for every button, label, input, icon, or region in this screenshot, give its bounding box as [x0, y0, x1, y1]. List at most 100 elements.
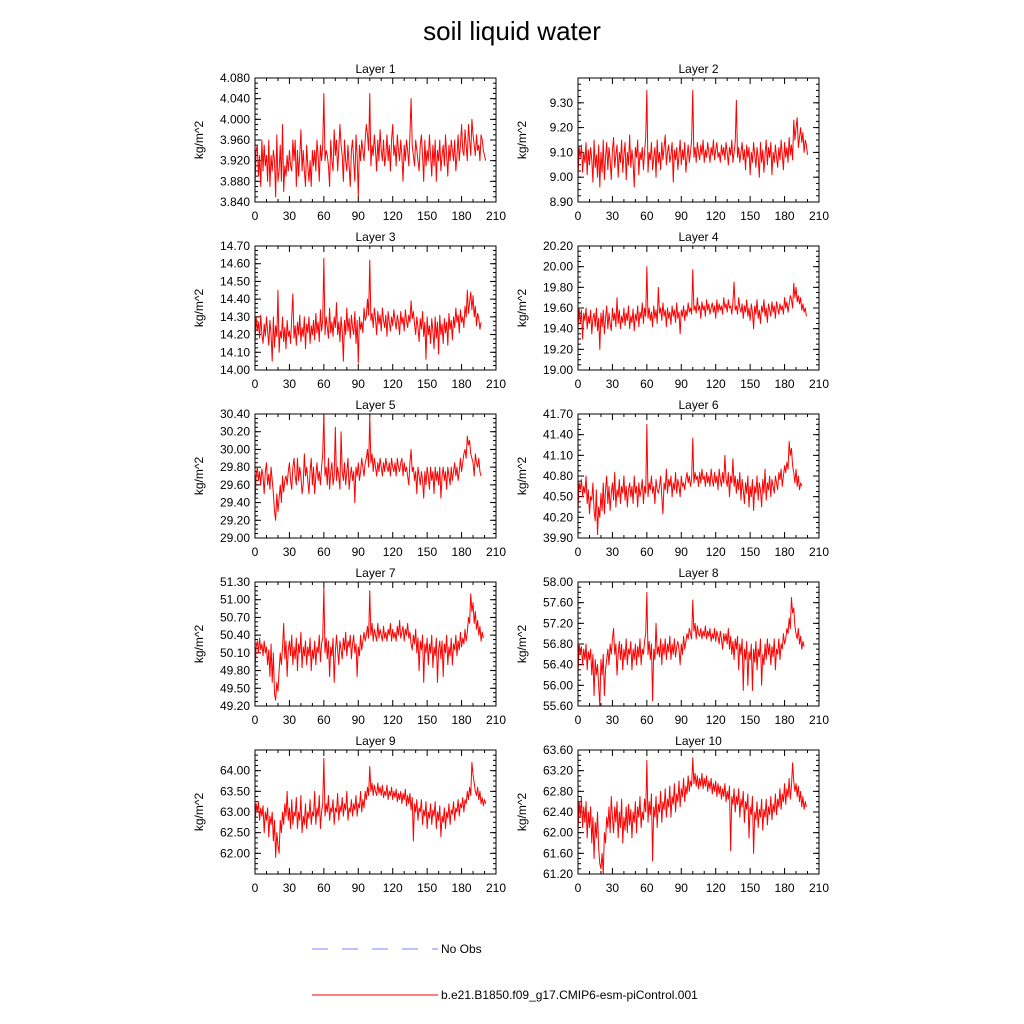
y-tick-label: 57.60 — [543, 596, 573, 610]
x-tick-label: 0 — [575, 713, 582, 727]
x-tick-label: 30 — [283, 377, 297, 391]
x-tick-label: 150 — [417, 545, 437, 559]
x-tick-label: 120 — [706, 713, 726, 727]
y-axis-label: kg/m^2 — [515, 793, 529, 832]
y-tick-label: 4.080 — [220, 71, 250, 85]
x-tick-label: 30 — [283, 545, 297, 559]
series-line — [577, 266, 807, 350]
legend-label: No Obs — [441, 942, 482, 956]
x-tick-label: 210 — [486, 545, 506, 559]
x-tick-label: 30 — [606, 713, 620, 727]
y-tick-label: 41.70 — [543, 407, 573, 421]
plot-frame — [577, 245, 820, 371]
panel-layer-3: Layer 3 kg/m^2 0 30 60 90 120 150 180 210 14.00 14.… — [192, 230, 506, 391]
y-tick-label: 49.50 — [220, 681, 250, 695]
y-tick-label: 55.60 — [543, 699, 573, 713]
y-tick-label: 61.60 — [543, 846, 573, 860]
y-tick-label: 14.40 — [220, 292, 250, 306]
plot-frame — [577, 581, 820, 707]
plot-frame — [254, 77, 497, 203]
y-tick-label: 9.20 — [550, 121, 574, 135]
x-tick-label: 90 — [675, 209, 689, 223]
x-tick-label: 180 — [775, 881, 795, 895]
x-tick-label: 30 — [606, 545, 620, 559]
x-tick-label: 120 — [706, 545, 726, 559]
x-tick-label: 180 — [452, 209, 472, 223]
y-tick-label: 62.00 — [543, 826, 573, 840]
y-tick-label: 30.20 — [220, 425, 250, 439]
x-tick-label: 180 — [452, 881, 472, 895]
panel-layer-7: Layer 7 kg/m^2 0 30 60 90 120 150 180 210 49.20 49.… — [192, 566, 506, 727]
x-tick-label: 210 — [809, 881, 829, 895]
series-line — [577, 757, 807, 875]
plot-frame — [577, 413, 820, 539]
x-tick-label: 0 — [575, 545, 582, 559]
y-tick-label: 19.20 — [543, 342, 573, 356]
figure-title: soil liquid water — [423, 16, 601, 46]
x-tick-label: 210 — [486, 881, 506, 895]
x-tick-label: 90 — [352, 713, 366, 727]
x-tick-label: 0 — [252, 377, 259, 391]
x-tick-label: 90 — [352, 545, 366, 559]
y-tick-label: 41.40 — [543, 428, 573, 442]
y-tick-label: 40.20 — [543, 510, 573, 524]
y-tick-label: 58.00 — [543, 575, 573, 589]
series-line — [254, 413, 482, 521]
x-tick-label: 120 — [383, 545, 403, 559]
y-tick-label: 56.40 — [543, 658, 573, 672]
plot-frame — [577, 77, 820, 203]
x-tick-label: 30 — [283, 209, 297, 223]
x-tick-label: 150 — [740, 377, 760, 391]
x-tick-label: 90 — [352, 209, 366, 223]
y-axis-label: kg/m^2 — [515, 121, 529, 160]
y-tick-label: 57.20 — [543, 616, 573, 630]
legend-label: b.e21.B1850.f09_g17.CMIP6-esm-piControl.… — [441, 988, 698, 1002]
x-tick-label: 180 — [452, 545, 472, 559]
x-tick-label: 150 — [740, 713, 760, 727]
panel-title: Layer 7 — [355, 566, 395, 580]
y-tick-label: 30.40 — [220, 407, 250, 421]
y-tick-label: 49.20 — [220, 699, 250, 713]
y-tick-label: 64.00 — [220, 764, 250, 778]
y-tick-label: 3.920 — [220, 154, 250, 168]
y-tick-label: 19.00 — [543, 363, 573, 377]
panels-group: Layer 1 kg/m^2 0 30 60 90 120 150 180 210 3.840 3.8… — [192, 62, 829, 895]
x-tick-label: 150 — [417, 377, 437, 391]
y-tick-label: 29.00 — [220, 531, 250, 545]
x-tick-label: 210 — [809, 209, 829, 223]
x-tick-label: 30 — [606, 881, 620, 895]
x-tick-label: 150 — [417, 881, 437, 895]
x-tick-label: 30 — [283, 881, 297, 895]
y-tick-label: 14.50 — [220, 274, 250, 288]
x-tick-label: 210 — [809, 713, 829, 727]
y-tick-label: 19.60 — [543, 301, 573, 315]
plot-frame — [254, 749, 497, 875]
y-tick-label: 3.960 — [220, 133, 250, 147]
x-tick-label: 150 — [740, 209, 760, 223]
x-tick-label: 90 — [352, 881, 366, 895]
x-tick-label: 210 — [809, 545, 829, 559]
x-tick-label: 150 — [417, 713, 437, 727]
x-tick-label: 0 — [575, 209, 582, 223]
y-tick-label: 3.880 — [220, 174, 250, 188]
x-tick-label: 60 — [317, 209, 331, 223]
y-tick-label: 63.00 — [220, 805, 250, 819]
plot-frame — [254, 581, 497, 707]
y-tick-label: 20.00 — [543, 260, 573, 274]
y-tick-label: 29.80 — [220, 460, 250, 474]
y-tick-label: 9.10 — [550, 145, 574, 159]
x-tick-label: 120 — [706, 209, 726, 223]
panel-title: Layer 1 — [355, 62, 395, 76]
y-tick-label: 40.80 — [543, 469, 573, 483]
y-tick-label: 61.20 — [543, 867, 573, 881]
panel-title: Layer 10 — [675, 734, 722, 748]
x-tick-label: 180 — [775, 377, 795, 391]
x-tick-label: 60 — [317, 713, 331, 727]
y-tick-label: 14.70 — [220, 239, 250, 253]
x-tick-label: 60 — [640, 545, 654, 559]
x-tick-label: 60 — [317, 377, 331, 391]
y-axis-label: kg/m^2 — [192, 793, 206, 832]
legend: No Obs b.e21.B1850.f09_g17.CMIP6-esm-piCo… — [312, 942, 698, 1002]
x-tick-label: 90 — [675, 377, 689, 391]
